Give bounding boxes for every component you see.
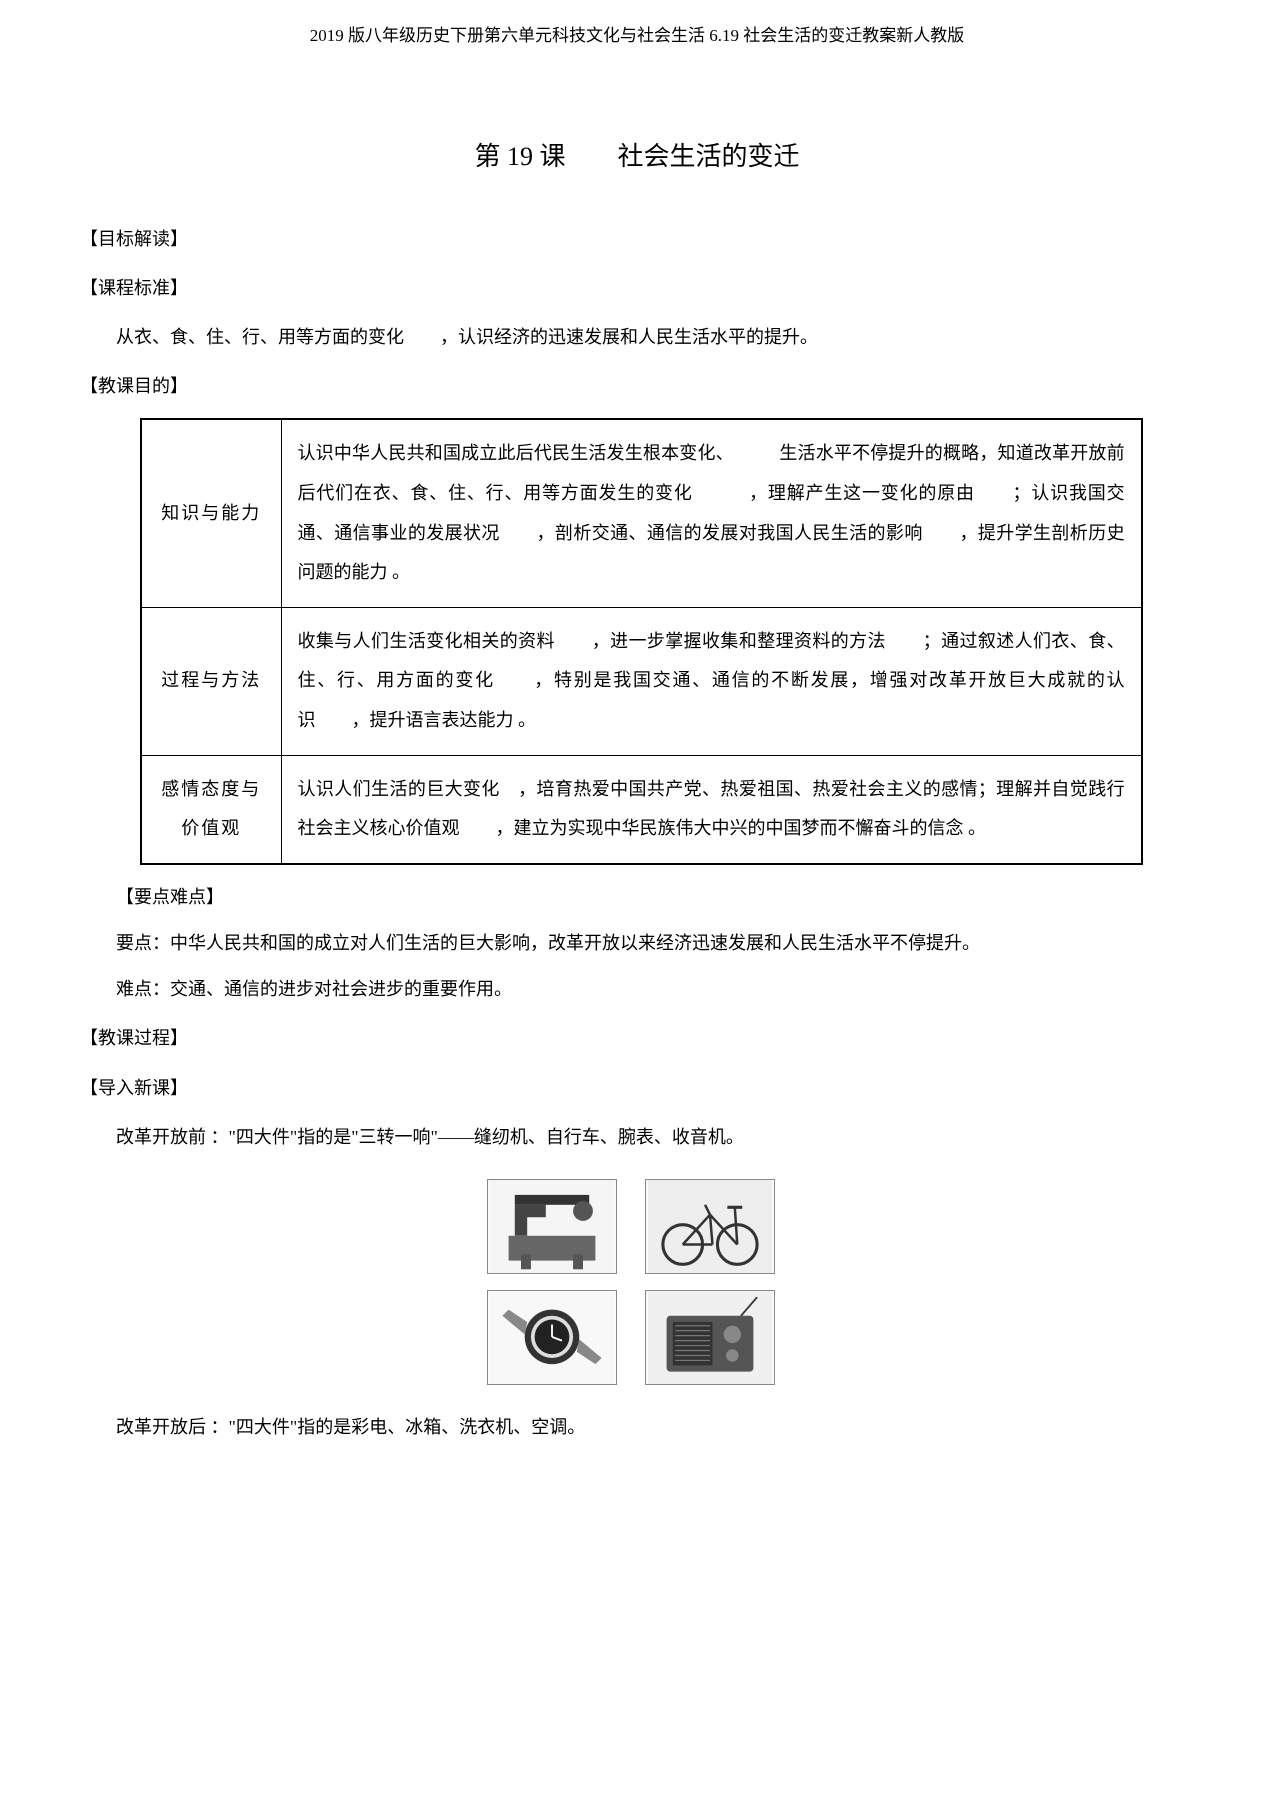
row-body-attitude: 认识人们生活的巨大变化 ，培育热爱中国共产党、热爱祖国、热爱社会主义的感情；理解… [281,755,1142,864]
section-process: 【教课过程】 [80,1021,1194,1055]
goal-read-label: 【目标解读】 [80,229,188,249]
teach-goal-label: 【教课目的】 [80,376,188,396]
lesson-title-text: 第 19 课 社会生活的变迁 [474,142,799,171]
image-watch [487,1290,617,1385]
section-keypoints: 【要点难点】 [80,880,1194,914]
section-curriculum: 【课程标准】 [80,271,1194,305]
row-header-attitude: 感情态度与价值观 [141,755,281,864]
sewing-machine-icon [488,1180,616,1273]
intro-before: 改革开放前 ："四大件"指的是"三转一响"——缝纫机、自行车、腕表、收音机。 [80,1120,1194,1154]
radio-icon [646,1291,774,1384]
keypoint-diff: 难点：交通、通信的进步对社会进步的重要作用。 [80,972,1194,1006]
header-text: 2019 版八年级历史下册第六单元科技文化与社会生活 6.19 社会生活的变迁教… [310,26,965,45]
intro-label: 【导入新课】 [80,1078,188,1098]
intro-after: 改革开放后 ："四大件"指的是彩电、冰箱、洗衣机、空调。 [80,1410,1194,1444]
row-header-process: 过程与方法 [141,607,281,755]
process-label: 【教课过程】 [80,1028,188,1048]
watch-icon [488,1291,616,1384]
section-goal-read: 【目标解读】 [80,222,1194,256]
image-sewing-machine [487,1179,617,1274]
table-row: 知识与能力 认识中华人民共和国成立此后代民生活发生根本变化、 生活水平不停提升的… [141,419,1142,607]
keypoint-main: 要点：中华人民共和国的成立对人们生活的巨大影响，改革开放以来经济迅速发展和人民生… [80,926,1194,960]
table-row: 感情态度与价值观 认识人们生活的巨大变化 ，培育热爱中国共产党、热爱祖国、热爱社… [141,755,1142,864]
page-header: 2019 版八年级历史下册第六单元科技文化与社会生活 6.19 社会生活的变迁教… [80,20,1194,52]
bicycle-icon [646,1180,774,1273]
image-bicycle [645,1179,775,1274]
row-header-knowledge: 知识与能力 [141,419,281,607]
row-body-knowledge: 认识中华人民共和国成立此后代民生活发生根本变化、 生活水平不停提升的概略，知道改… [281,419,1142,607]
section-teach-goal: 【教课目的】 [80,369,1194,403]
objectives-table: 知识与能力 认识中华人民共和国成立此后代民生活发生根本变化、 生活水平不停提升的… [140,418,1143,864]
lesson-title: 第 19 课 社会生活的变迁 [80,132,1194,181]
table-row: 过程与方法 收集与人们生活变化相关的资料 ，进一步掌握收集和整理资料的方法 ；通… [141,607,1142,755]
curriculum-body: 从衣、食、住、行、用等方面的变化 ，认识经济的迅速发展和人民生活水平的提升。 [80,320,1194,354]
image-radio [645,1290,775,1385]
section-intro: 【导入新课】 [80,1071,1194,1105]
image-grid [487,1179,787,1385]
row-body-process: 收集与人们生活变化相关的资料 ，进一步掌握收集和整理资料的方法 ；通过叙述人们衣… [281,607,1142,755]
keypoints-label: 【要点难点】 [116,887,224,907]
curriculum-label: 【课程标准】 [80,278,188,298]
